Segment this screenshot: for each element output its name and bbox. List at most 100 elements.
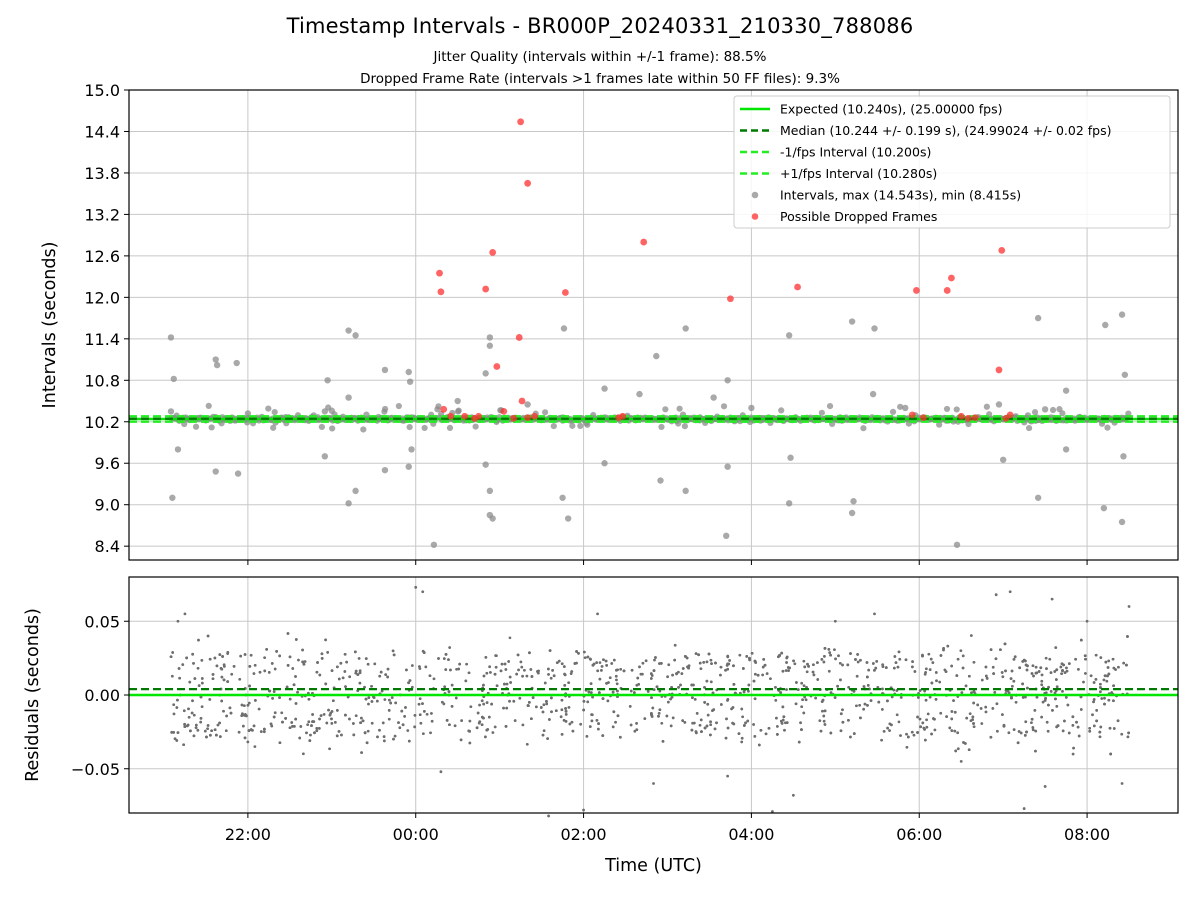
dropped-frame-point	[964, 414, 972, 422]
residual-point	[880, 738, 883, 742]
dropped-frame-point	[727, 295, 734, 303]
residual-point	[226, 680, 230, 683]
residual-point	[494, 665, 498, 669]
residual-point	[354, 714, 358, 718]
interval-point	[1041, 406, 1049, 413]
residual-point	[618, 735, 622, 739]
residual-point	[193, 677, 197, 680]
residual-point	[467, 671, 471, 675]
residual-point	[683, 721, 687, 724]
residual-point	[1114, 668, 1117, 671]
residual-point	[343, 652, 347, 656]
residual-point	[895, 713, 899, 717]
residual-point	[598, 677, 602, 681]
residual-point	[573, 662, 577, 665]
residual-point	[582, 700, 586, 703]
residual-outlier-point	[791, 793, 795, 797]
legend-dropped-swatch	[751, 213, 759, 220]
residual-point	[583, 656, 587, 660]
residual-point	[239, 654, 243, 658]
residual-point	[763, 663, 767, 667]
interval-point	[1034, 314, 1042, 322]
residual-point	[528, 651, 531, 655]
residual-point	[1043, 699, 1047, 702]
interval-point	[212, 468, 219, 475]
interval-point	[662, 406, 669, 413]
residual-point	[478, 720, 482, 724]
residual-point	[448, 723, 451, 727]
residual-point	[950, 710, 954, 713]
residual-point	[800, 705, 804, 709]
residual-point	[1127, 731, 1130, 735]
residual-point	[588, 657, 592, 661]
residual-point	[408, 679, 412, 682]
residual-point	[315, 729, 319, 733]
residual-point	[421, 702, 424, 705]
residual-point	[262, 730, 266, 734]
residual-point	[586, 655, 590, 659]
residual-point	[1009, 677, 1013, 680]
interval-point	[584, 421, 591, 428]
residual-point	[725, 717, 728, 721]
interval-point	[455, 407, 462, 414]
residual-point	[681, 667, 685, 670]
residual-point	[1100, 697, 1104, 700]
residual-point	[403, 715, 406, 718]
residual-point	[1025, 668, 1029, 672]
residual-point	[728, 659, 731, 662]
interval-point	[564, 515, 572, 522]
residual-point	[925, 718, 928, 722]
residual-point	[774, 698, 778, 702]
residual-point	[286, 632, 290, 635]
residual-point	[821, 698, 825, 702]
residual-point	[836, 684, 839, 688]
residual-point	[1019, 731, 1023, 735]
residual-point	[847, 685, 851, 689]
residual-point	[422, 651, 426, 654]
residual-point	[333, 720, 337, 724]
residual-point	[562, 665, 566, 668]
interval-point	[1062, 387, 1070, 394]
residual-point	[301, 752, 305, 756]
residual-point	[579, 722, 583, 726]
interval-point	[381, 366, 389, 374]
residual-point	[517, 668, 520, 672]
residual-point	[222, 678, 226, 682]
residual-point	[1091, 713, 1094, 717]
residual-point	[391, 649, 395, 653]
residual-point	[210, 729, 213, 733]
residual-point	[392, 737, 395, 741]
residual-point	[635, 728, 639, 732]
interval-point	[1062, 446, 1070, 453]
dropped-frame-point	[948, 274, 955, 282]
residual-point	[841, 708, 844, 712]
residual-point	[991, 665, 995, 669]
residual-point	[229, 711, 233, 715]
residual-point	[269, 722, 273, 726]
residual-point	[839, 678, 842, 682]
residual-point	[924, 671, 927, 674]
interval-point	[205, 402, 212, 410]
residual-point	[731, 721, 734, 725]
residual-point	[550, 710, 553, 714]
residual-point	[855, 704, 858, 708]
residual-point	[753, 734, 757, 738]
residual-point	[1107, 698, 1111, 702]
residual-point	[697, 653, 700, 657]
residual-point	[358, 681, 362, 685]
residual-point	[560, 662, 564, 666]
residual-point	[306, 723, 310, 727]
residual-point	[764, 732, 768, 736]
residual-point	[614, 720, 617, 724]
residual-point	[248, 684, 251, 688]
residual-point	[690, 683, 694, 687]
residual-point	[1054, 646, 1058, 649]
residual-point	[740, 707, 744, 711]
dropped-frame-point	[1006, 411, 1014, 419]
residual-point	[208, 733, 212, 737]
residual-point	[220, 675, 224, 679]
interval-point	[681, 423, 688, 430]
interval-point	[482, 461, 489, 468]
residual-point	[1071, 715, 1075, 719]
